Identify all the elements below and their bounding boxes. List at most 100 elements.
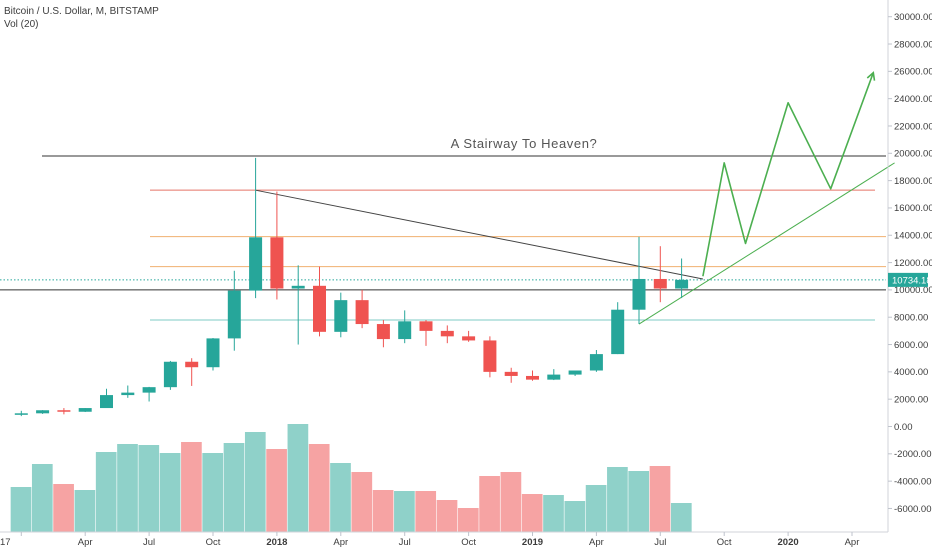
candle-body-2018-12 [504,371,518,376]
last-price-label: 10734.18 [892,275,932,286]
projection-arrowhead [866,71,876,81]
time-tick-label: Apr [845,537,860,548]
time-tick-label: 2020 [778,537,799,548]
volume-bar-2018-06 [372,490,394,532]
volume-indicator-label: Vol (20) [4,19,39,30]
volume-bar-2019-02 [543,495,564,532]
price-tick-label: 12000.00 [894,258,932,269]
price-tick-label: 26000.00 [894,67,932,78]
volume-bar-2018-05 [351,472,373,532]
trendline [255,189,703,280]
volume-bar-2018-09 [436,500,458,532]
volume-bar-2019-01 [521,494,543,532]
volume-bar-2018-11 [479,476,500,532]
trendlines-layer [255,162,895,325]
price-tick-label: 18000.00 [894,176,932,187]
price-tick-label: -2000.00 [894,449,932,460]
time-tick-label: 2019 [522,537,543,548]
volume-bar-2017-05 [95,452,117,532]
volume-bar-2017-11 [223,443,245,532]
candle-body-2019-02 [547,374,561,380]
price-tick-label: 20000.00 [894,149,932,160]
time-tick-label: Jul [654,537,666,548]
candle-body-2019-05 [611,309,625,355]
time-tick-label: Jul [399,537,411,548]
price-tick-label: 14000.00 [894,231,932,242]
horizontal-levels-layer [0,155,886,321]
candle-body-2017-11 [227,290,241,339]
candle-body-2018-07 [398,321,412,340]
candle-body-2017-10 [206,338,220,368]
volume-layer [10,424,692,532]
projection-layer [702,71,876,277]
volume-bar-2018-12 [500,472,522,532]
candle-body-2017-04 [78,408,92,412]
annotation-label: A Stairway To Heaven? [451,136,598,151]
volume-bar-2017-08 [159,453,181,532]
volume-bar-2019-08 [670,503,692,532]
volume-bar-2018-10 [457,508,479,532]
time-tick-label: Oct [206,537,221,548]
price-tick-label: 16000.00 [894,203,932,214]
volume-bar-2017-01 [10,487,32,532]
time-tick-label: 2018 [266,537,287,548]
candle-body-2019-03 [568,370,582,375]
volume-bar-2019-07 [649,466,671,532]
volume-bar-2018-08 [415,491,437,532]
candle-body-2018-11 [483,340,497,372]
candle-body-2019-06 [632,278,646,310]
price-tick-label: 10000.00 [894,285,932,296]
candle-body-2017-07 [142,387,156,393]
time-tick-label: 17 [0,537,11,548]
candle-body-2019-07 [653,278,667,289]
projection-path [702,72,875,277]
candle-body-2019-04 [589,354,603,371]
candles-layer [14,157,689,417]
time-tick-label: Apr [333,537,348,548]
time-tick-label: Oct [717,537,732,548]
price-tick-label: 22000.00 [894,121,932,132]
price-tick-label: 2000.00 [894,394,928,405]
volume-bar-2017-12 [244,432,266,532]
volume-bar-2017-09 [181,442,202,532]
candle-body-2018-09 [440,330,454,337]
annotation-layer: A Stairway To Heaven? [451,136,598,151]
candle-body-2018-02 [291,285,305,289]
volume-bar-2018-07 [394,491,415,532]
price-tick-label: 30000.00 [894,12,932,23]
volume-bar-2018-02 [287,424,309,532]
price-tick-label: -6000.00 [894,504,932,515]
price-tick-label: -4000.00 [894,476,932,487]
volume-bar-2019-04 [585,485,607,532]
candle-body-2018-06 [376,324,390,340]
candle-body-2017-06 [121,392,135,396]
price-tick-label: 8000.00 [894,313,928,324]
candle-body-2019-01 [526,375,539,380]
candle-body-2017-05 [100,395,113,409]
candle-body-2018-01 [270,237,284,289]
volume-bar-2019-05 [607,467,628,532]
volume-bar-2019-03 [564,501,586,532]
candle-body-2019-08 [675,279,689,289]
volume-bar-2017-04 [74,490,96,532]
symbol-title: Bitcoin / U.S. Dollar, M, BITSTAMP [4,6,159,17]
time-tick-label: Jul [143,537,155,548]
candle-body-2017-08 [163,361,177,388]
price-tick-label: 6000.00 [894,340,928,351]
volume-bar-2017-03 [53,484,74,532]
trendline [638,162,895,325]
volume-bar-2017-07 [138,445,160,532]
price-tick-label: 24000.00 [894,94,932,105]
candle-body-2017-09 [185,361,199,368]
candle-body-2017-02 [36,410,50,414]
last-price-tag [888,272,928,287]
volume-bar-2019-06 [628,471,650,532]
volume-bar-2017-06 [117,444,138,532]
candle-body-2017-12 [249,237,263,291]
candle-body-2018-04 [334,300,348,332]
volume-bar-2018-01 [266,449,287,532]
time-tick-label: Apr [589,537,604,548]
